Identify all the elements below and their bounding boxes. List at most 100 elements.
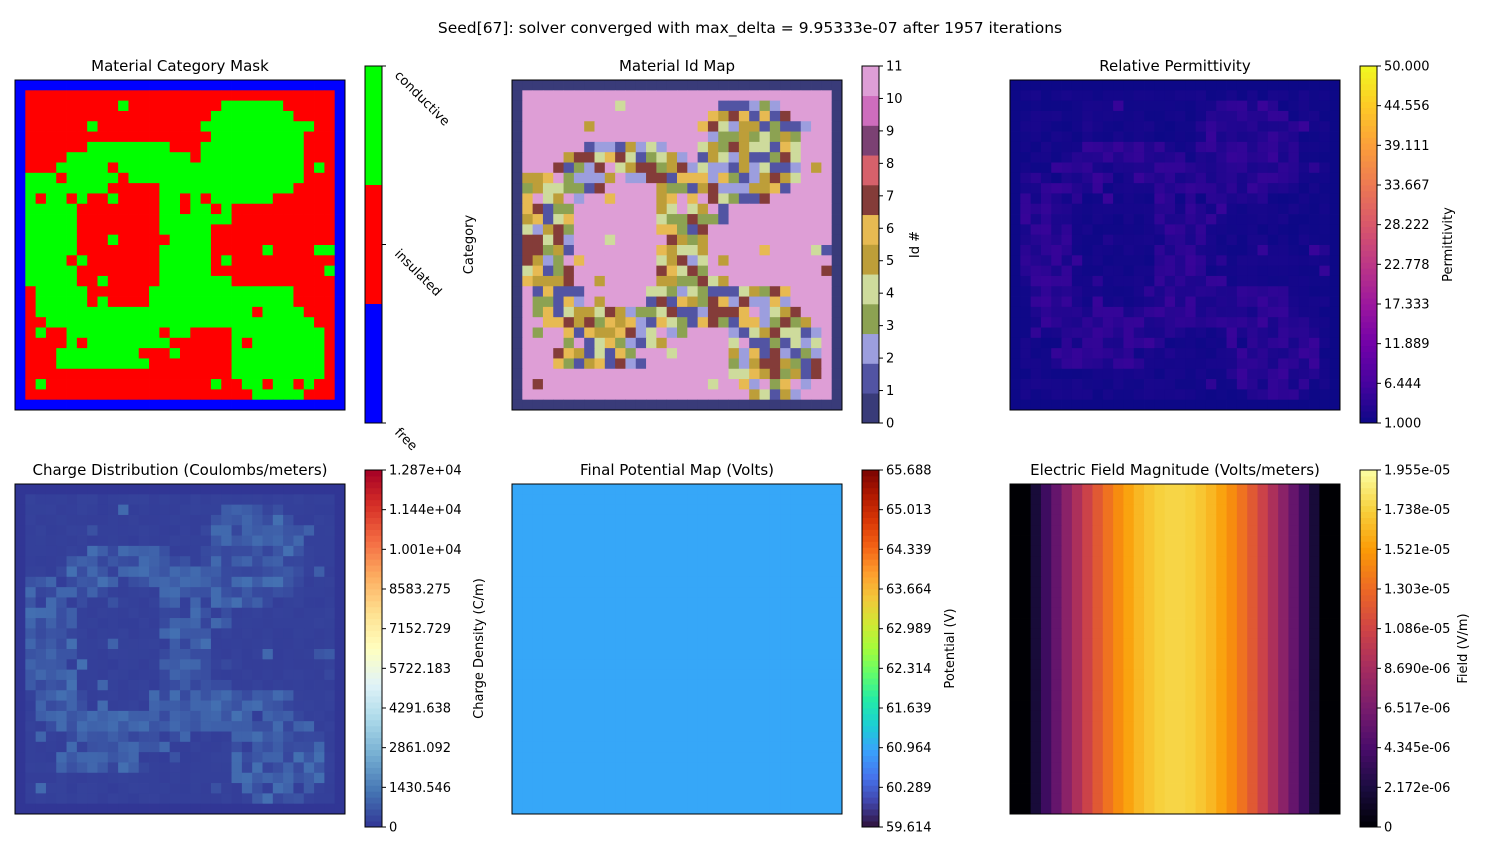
heatmap-cell bbox=[1205, 152, 1217, 163]
heatmap-cell bbox=[180, 162, 191, 174]
heatmap-cell bbox=[324, 379, 336, 390]
heatmap-cell bbox=[677, 545, 688, 557]
heatmap-cell bbox=[646, 679, 657, 691]
heatmap-cell bbox=[584, 576, 595, 588]
heatmap-cell bbox=[635, 193, 647, 205]
heatmap-cell bbox=[1288, 306, 1300, 318]
heatmap-cell bbox=[522, 317, 534, 328]
heatmap-cell bbox=[1309, 90, 1320, 102]
heatmap-cell bbox=[128, 245, 140, 256]
heatmap-cell bbox=[66, 141, 78, 153]
heatmap-cell bbox=[314, 224, 325, 236]
heatmap-cell bbox=[553, 514, 564, 526]
heatmap-cell bbox=[303, 121, 315, 132]
heatmap-cell bbox=[45, 494, 57, 506]
heatmap-cell bbox=[159, 317, 171, 328]
heatmap-cell bbox=[573, 556, 585, 567]
colorbar-segment bbox=[365, 761, 382, 768]
heatmap-cell bbox=[87, 638, 98, 650]
heatmap-cell bbox=[800, 399, 812, 411]
heatmap-cell bbox=[831, 545, 843, 557]
heatmap-cell bbox=[707, 576, 719, 588]
heatmap-cell bbox=[1051, 193, 1062, 205]
heatmap-cell bbox=[769, 587, 781, 598]
heatmap-cell bbox=[1257, 399, 1269, 411]
heatmap-cell bbox=[128, 721, 140, 732]
heatmap-cell bbox=[87, 783, 98, 794]
heatmap-cell bbox=[1061, 121, 1073, 132]
heatmap-cell bbox=[594, 203, 606, 215]
heatmap-cell bbox=[573, 679, 585, 691]
heatmap-cell bbox=[293, 317, 305, 328]
heatmap-cell bbox=[687, 545, 699, 557]
heatmap-cell bbox=[707, 618, 719, 629]
heatmap-cell bbox=[138, 172, 150, 184]
heatmap-cell bbox=[563, 327, 575, 339]
heatmap-cell bbox=[1278, 317, 1289, 328]
heatmap-cell bbox=[728, 131, 740, 143]
heatmap-cell bbox=[1205, 399, 1217, 411]
heatmap-cell bbox=[563, 286, 575, 297]
heatmap-cell bbox=[1133, 90, 1145, 102]
heatmap-cell bbox=[252, 504, 263, 516]
heatmap-cell bbox=[97, 80, 109, 91]
heatmap-cell bbox=[1061, 275, 1073, 287]
heatmap-cell bbox=[293, 679, 305, 691]
heatmap-cell bbox=[159, 587, 171, 598]
heatmap-cell bbox=[210, 265, 222, 277]
heatmap-cell bbox=[56, 576, 67, 588]
heatmap-cell bbox=[718, 348, 729, 359]
heatmap-cell bbox=[666, 514, 678, 526]
heatmap-cell bbox=[584, 525, 595, 536]
heatmap-cell bbox=[1020, 348, 1032, 359]
heatmap-cell bbox=[697, 659, 709, 671]
heatmap-cell bbox=[56, 710, 67, 722]
heatmap-cell bbox=[780, 286, 791, 297]
heatmap-cell bbox=[324, 275, 336, 287]
heatmap-cell bbox=[625, 494, 637, 506]
heatmap-cell bbox=[66, 504, 78, 516]
heatmap-cell bbox=[149, 679, 160, 691]
heatmap-cell bbox=[272, 399, 284, 411]
heatmap-cell bbox=[1175, 245, 1186, 256]
heatmap-cell bbox=[210, 214, 222, 225]
heatmap-cell bbox=[231, 121, 243, 132]
heatmap-cell bbox=[210, 296, 222, 308]
heatmap-cell bbox=[76, 783, 88, 794]
heatmap-cell bbox=[1185, 234, 1197, 246]
heatmap-cell bbox=[272, 793, 284, 805]
heatmap-cell bbox=[759, 203, 771, 215]
heatmap-cell bbox=[1309, 368, 1320, 380]
heatmap-cell bbox=[200, 245, 212, 256]
heatmap-cell bbox=[707, 255, 719, 267]
heatmap-cell bbox=[831, 556, 843, 567]
heatmap-cell bbox=[604, 110, 616, 122]
heatmap-cell bbox=[149, 545, 160, 557]
heatmap-cell bbox=[190, 327, 202, 339]
heatmap-cell bbox=[646, 172, 657, 184]
heatmap-cell bbox=[1071, 172, 1083, 184]
heatmap-cell bbox=[1329, 275, 1341, 287]
heatmap-cell bbox=[169, 484, 181, 495]
heatmap-cell bbox=[15, 327, 26, 339]
heatmap-cell bbox=[604, 690, 616, 701]
heatmap-cell bbox=[615, 399, 626, 411]
heatmap-cell bbox=[656, 327, 668, 339]
heatmap-cell bbox=[1010, 131, 1021, 143]
heatmap-cell bbox=[1071, 275, 1083, 287]
heatmap-cell bbox=[138, 306, 150, 318]
heatmap-cell bbox=[87, 296, 98, 308]
heatmap-cell bbox=[1278, 90, 1289, 102]
heatmap-cell bbox=[749, 100, 760, 112]
heatmap-cell bbox=[1051, 162, 1062, 174]
heatmap-cell bbox=[324, 327, 336, 339]
heatmap-cell bbox=[334, 556, 346, 567]
heatmap-cell bbox=[1247, 327, 1258, 339]
heatmap-cell bbox=[718, 183, 729, 194]
heatmap-cell bbox=[324, 803, 336, 815]
heatmap-cell bbox=[759, 389, 771, 401]
heatmap-cell bbox=[56, 597, 67, 609]
heatmap-cell bbox=[25, 80, 37, 91]
heatmap-cell bbox=[1010, 265, 1021, 277]
heatmap-cell bbox=[1226, 358, 1238, 370]
